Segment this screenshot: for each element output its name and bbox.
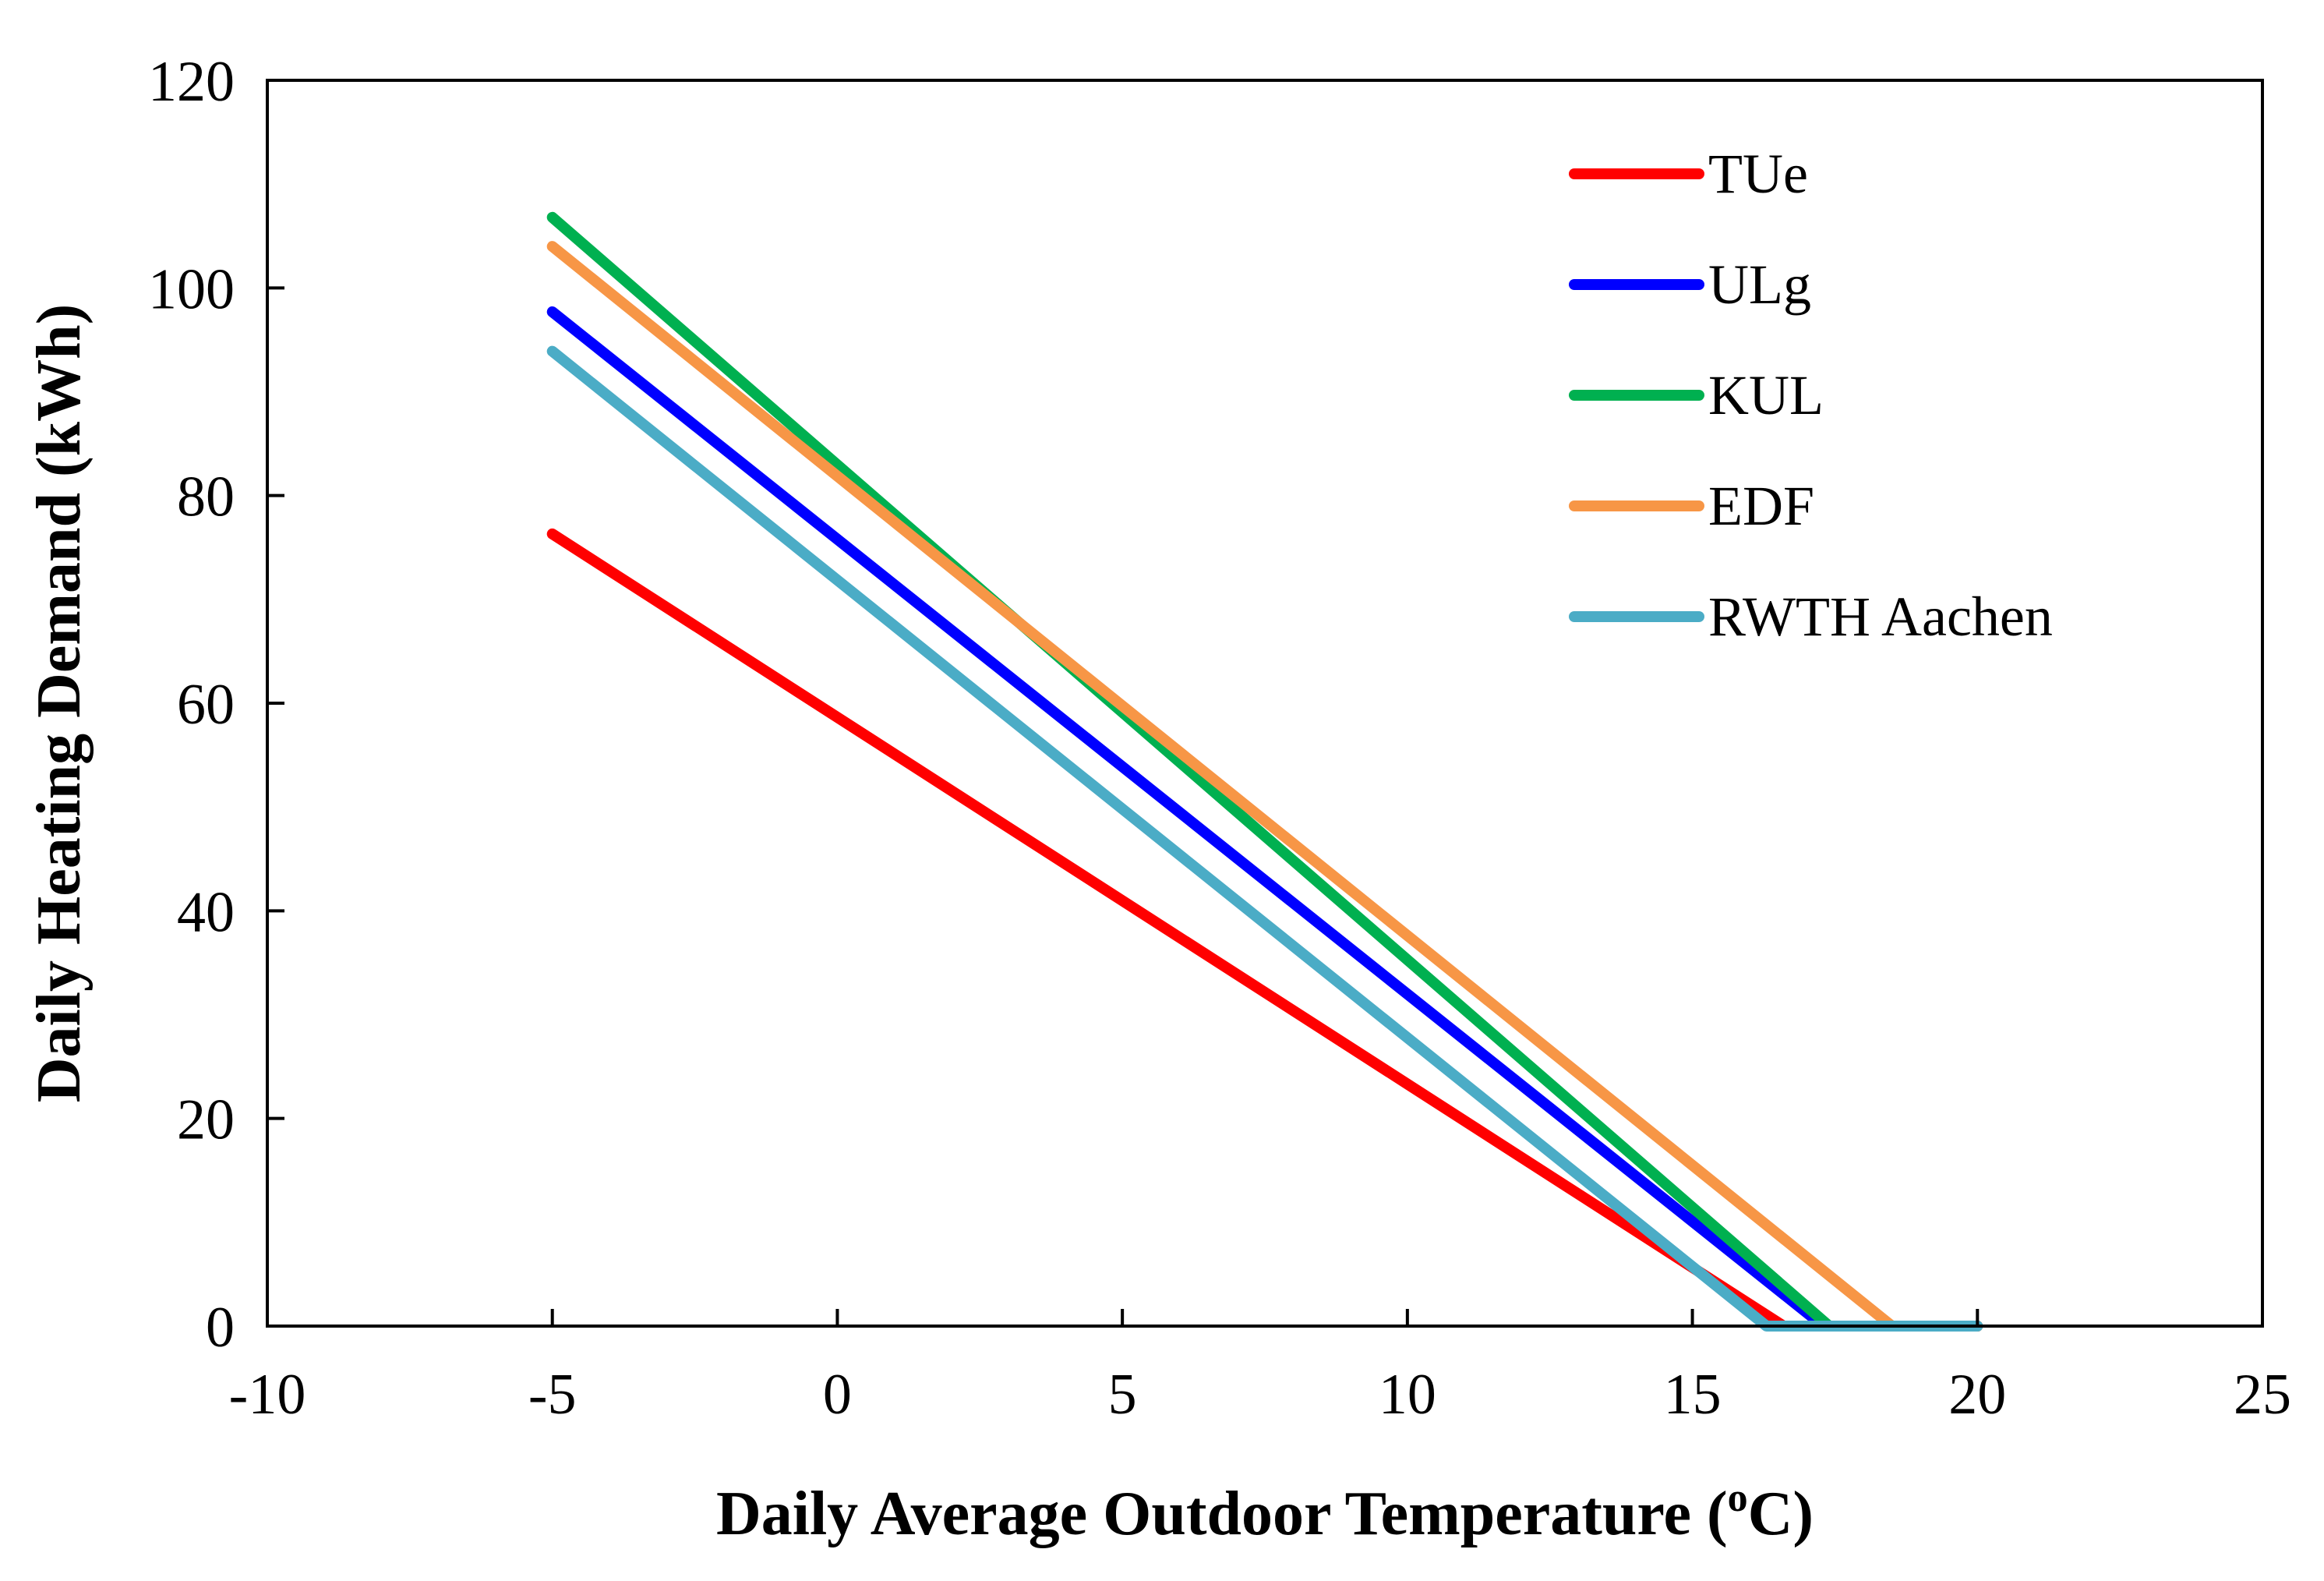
y-axis-title: Daily Heating Demand (kWh) bbox=[25, 304, 94, 1103]
plot-area-frame bbox=[266, 79, 2264, 1328]
x-axis-title-superscript: o bbox=[1728, 1476, 1748, 1520]
x-tick-label: 5 bbox=[1108, 1363, 1137, 1427]
x-tick-label: 15 bbox=[1664, 1363, 1722, 1427]
x-tick-label: -5 bbox=[528, 1363, 577, 1427]
x-tick-label: 0 bbox=[823, 1363, 852, 1427]
y-tick-label: 80 bbox=[177, 465, 235, 529]
x-axis-ticks: -10 -5 0 5 10 15 20 25 bbox=[229, 1309, 2291, 1427]
y-axis-ticks: 0 20 40 60 80 100 120 bbox=[148, 50, 284, 1360]
x-tick-label: 10 bbox=[1379, 1363, 1436, 1427]
y-tick-label: 120 bbox=[148, 50, 235, 114]
legend-label: EDF bbox=[1708, 475, 1814, 537]
y-tick-label: 100 bbox=[148, 257, 235, 321]
legend-label: TUe bbox=[1708, 143, 1808, 205]
y-tick-label: 20 bbox=[177, 1088, 235, 1152]
y-tick-label: 60 bbox=[177, 673, 235, 737]
y-tick-label: 0 bbox=[206, 1296, 235, 1360]
legend: TUe ULg KUL EDF RWTH Aachen bbox=[1569, 143, 2053, 648]
legend-label: ULg bbox=[1708, 253, 1811, 316]
legend-label: KUL bbox=[1708, 364, 1824, 426]
y-tick-label: 40 bbox=[177, 880, 235, 944]
x-axis-title-suffix: C) bbox=[1748, 1480, 1814, 1548]
x-tick-label: -10 bbox=[229, 1363, 306, 1427]
x-tick-label: 25 bbox=[2234, 1363, 2291, 1427]
x-tick-label: 20 bbox=[1948, 1363, 2006, 1427]
legend-label: RWTH Aachen bbox=[1708, 585, 2053, 648]
x-axis-title: Daily Average Outdoor Temperature (oC) bbox=[716, 1476, 1814, 1548]
x-axis-title-main: Daily Average Outdoor Temperature ( bbox=[716, 1480, 1728, 1548]
